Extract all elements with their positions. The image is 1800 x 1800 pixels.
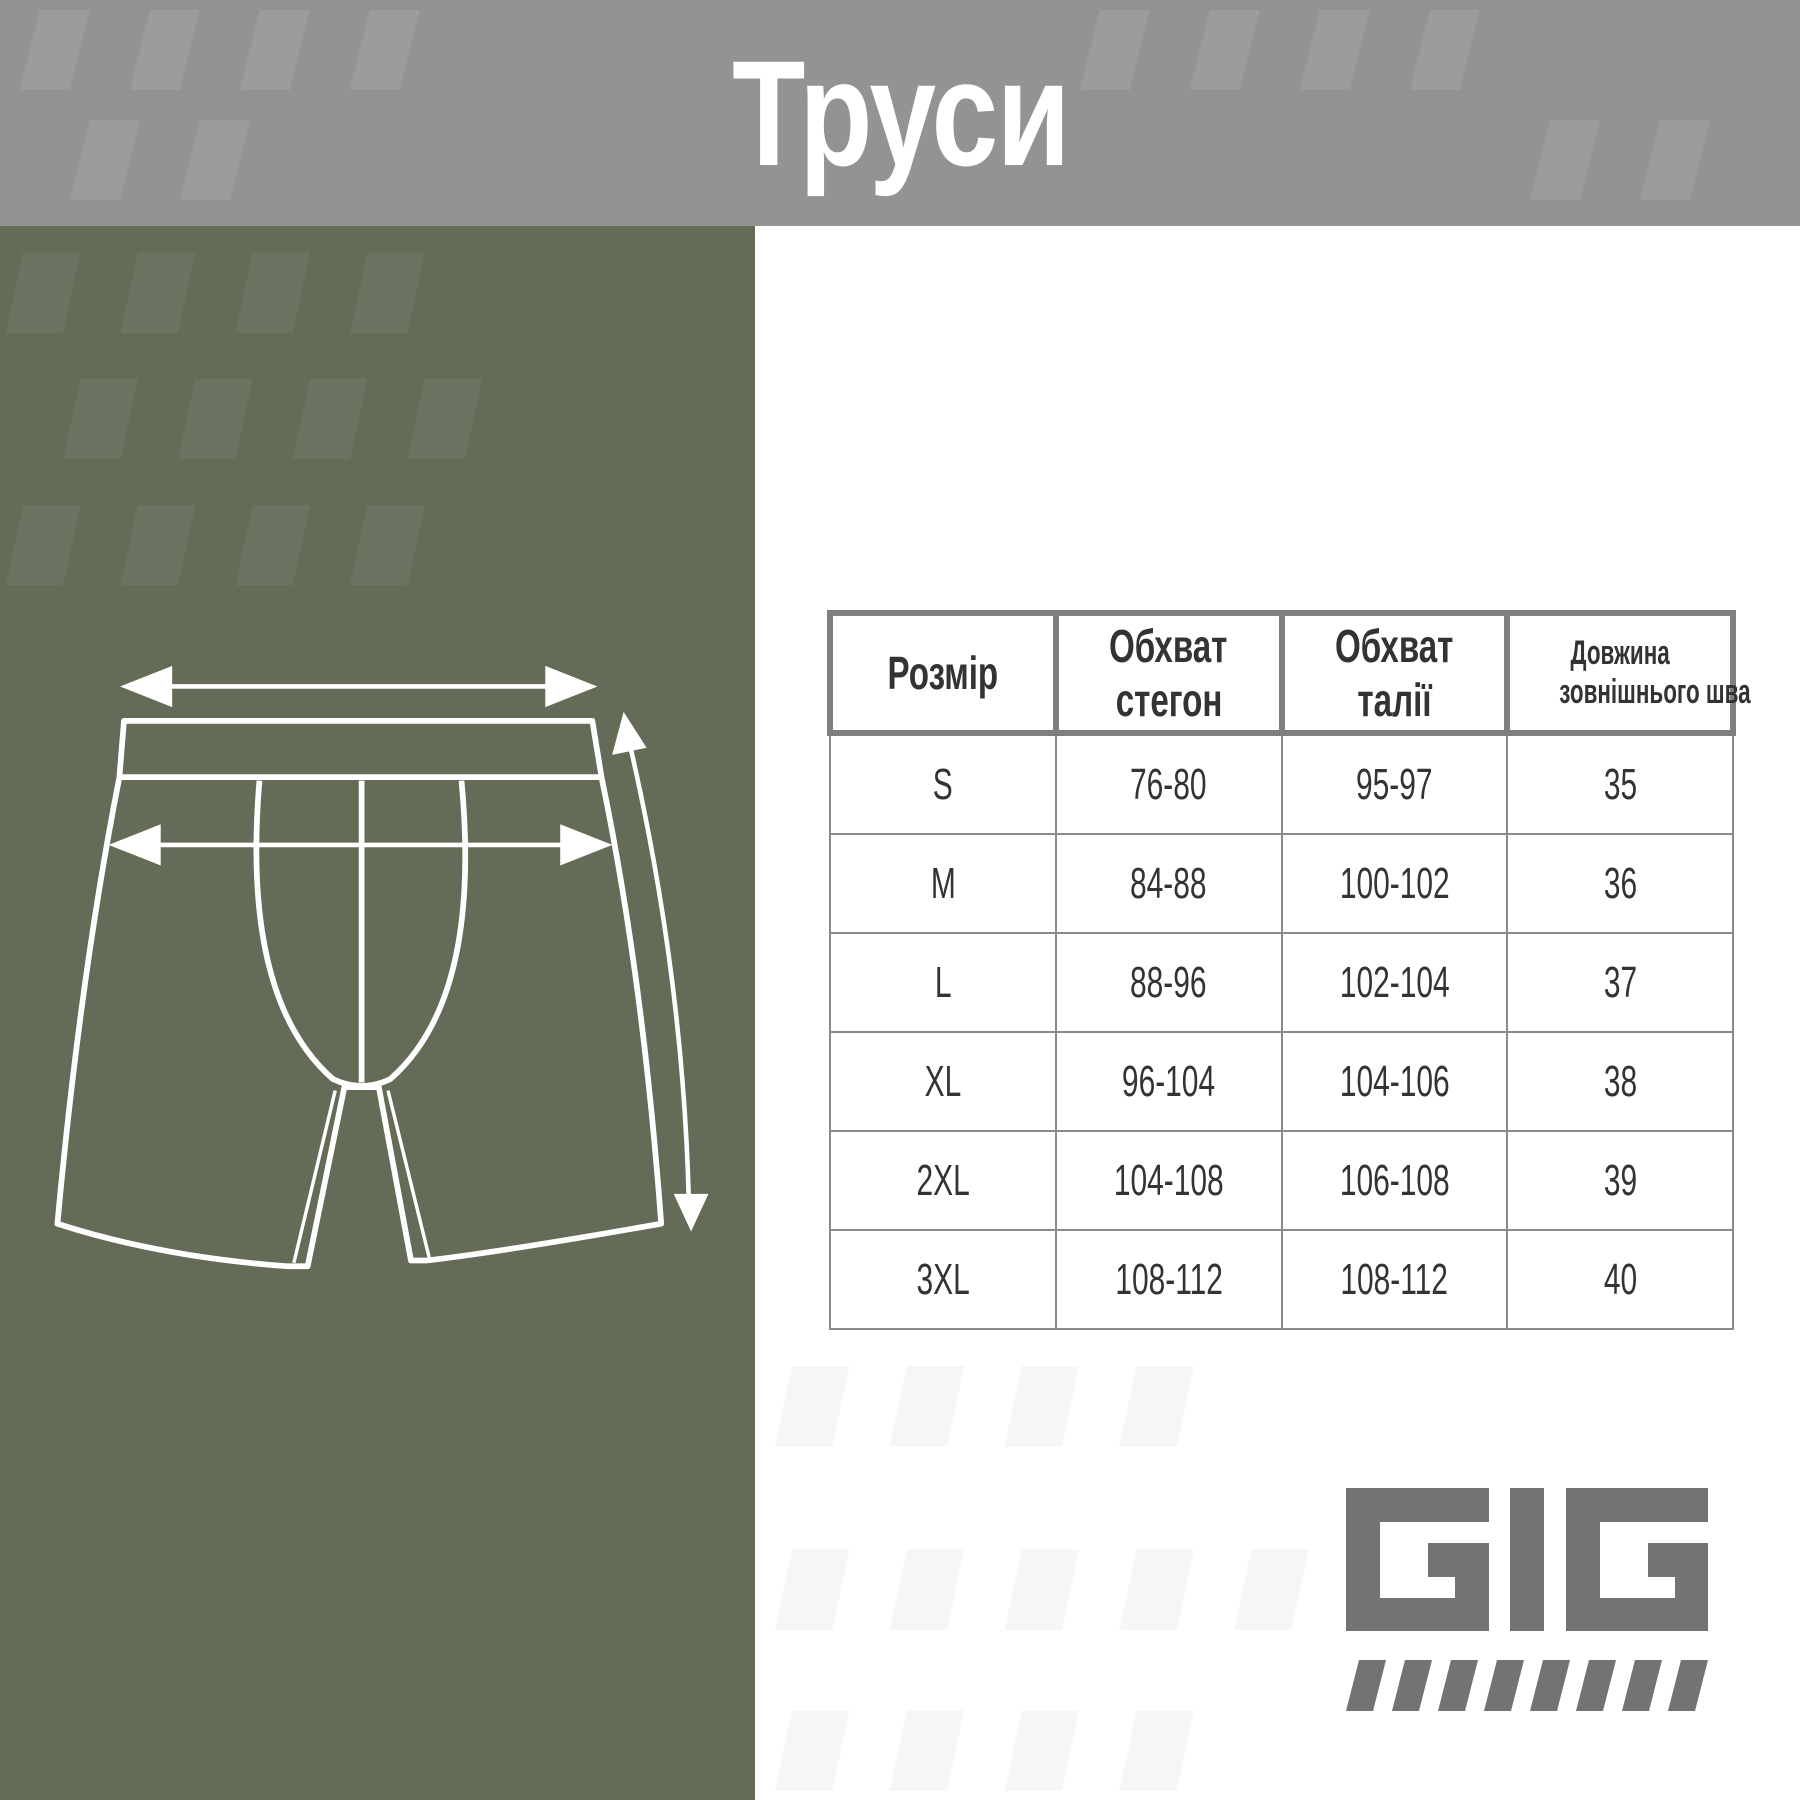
cell-seam-length: 35 [1506,732,1734,835]
gig-logo [1346,1488,1708,1711]
cell-value: 102-104 [1339,957,1450,1007]
cell-size: M [829,833,1057,934]
outer-seam-length-arrow-icon [612,711,709,1232]
header-bar: Труси [0,0,1800,226]
table-row: L 88-96 102-104 37 [829,932,1734,1033]
cell-seam-length: 39 [1506,1130,1734,1231]
waist-width-arrow-icon [108,824,613,866]
cell-value: 3XL [916,1254,970,1304]
cell-seam-length: 37 [1506,932,1734,1033]
diagram-panel [0,226,755,1800]
panel-stripes-decoration [5,252,483,586]
cell-waist: 106-108 [1280,1130,1509,1231]
cell-value: 39 [1603,1155,1637,1205]
table-row: S 76-80 95-97 35 [829,732,1734,835]
table-header-row: Розмір Обхват стегон Обхват талії Довжина з… [827,610,1751,736]
cell-hip: 76-80 [1054,732,1283,835]
cell-value: 88-96 [1130,957,1207,1007]
shorts-outline-icon [54,718,665,1270]
table-row: M 84-88 100-102 36 [829,833,1734,934]
cell-value: 95-97 [1356,759,1433,809]
cell-value: 100-102 [1339,858,1450,908]
cell-hip: 108-112 [1054,1229,1283,1330]
column-header-hip: Обхват стегон [1052,610,1285,736]
cell-size: 2XL [829,1130,1057,1231]
cell-size: XL [829,1031,1057,1132]
cell-waist: 95-97 [1280,732,1509,835]
cell-waist: 108-112 [1280,1229,1509,1330]
cell-waist: 104-106 [1280,1031,1509,1132]
table-row: 2XL 104-108 106-108 39 [829,1130,1734,1231]
cell-waist: 102-104 [1280,932,1509,1033]
header-stripes-decoration [20,10,1710,200]
cell-value: 40 [1603,1254,1637,1304]
cell-hip: 84-88 [1054,833,1283,934]
cell-value: M [930,858,956,908]
cell-value: 108-112 [1340,1254,1449,1304]
cell-value: 36 [1603,858,1637,908]
size-chart-table: Розмір Обхват стегон Обхват талії Довжина з… [827,610,1751,1330]
cell-waist: 100-102 [1280,833,1509,934]
cell-value: 108-112 [1114,1254,1223,1304]
hip-width-arrow-icon [120,665,598,708]
cell-value: S [932,759,953,809]
cell-value: 76-80 [1130,759,1207,809]
cell-size: 3XL [829,1229,1057,1330]
cell-seam-length: 40 [1506,1229,1734,1330]
cell-value: 96-104 [1122,1056,1216,1106]
column-header-seam-length: Довжина зовнішнього шва [1504,610,1751,736]
cell-seam-length: 38 [1506,1031,1734,1132]
cell-value: 84-88 [1130,858,1207,908]
cell-hip: 104-108 [1054,1130,1283,1231]
cell-value: L [934,957,952,1007]
cell-value: 35 [1603,759,1637,809]
cell-value: XL [924,1056,962,1106]
cell-value: 104-108 [1113,1155,1224,1205]
cell-hip: 88-96 [1054,932,1283,1033]
cell-hip: 96-104 [1054,1031,1283,1132]
cell-value: 2XL [916,1155,970,1205]
column-header-waist: Обхват талії [1278,610,1511,736]
cell-size: L [829,932,1057,1033]
cell-size: S [829,732,1057,835]
cell-value: 106-108 [1339,1155,1450,1205]
column-header-size: Розмір [827,610,1059,736]
page-title: Труси [731,28,1070,197]
table-stripes-decoration [774,1366,1309,1791]
table-row: XL 96-104 104-106 38 [829,1031,1734,1132]
cell-value: 37 [1603,957,1637,1007]
cell-value: 38 [1603,1056,1637,1106]
table-row: 3XL 108-112 108-112 40 [829,1229,1734,1330]
cell-seam-length: 36 [1506,833,1734,934]
cell-value: 104-106 [1339,1056,1450,1106]
